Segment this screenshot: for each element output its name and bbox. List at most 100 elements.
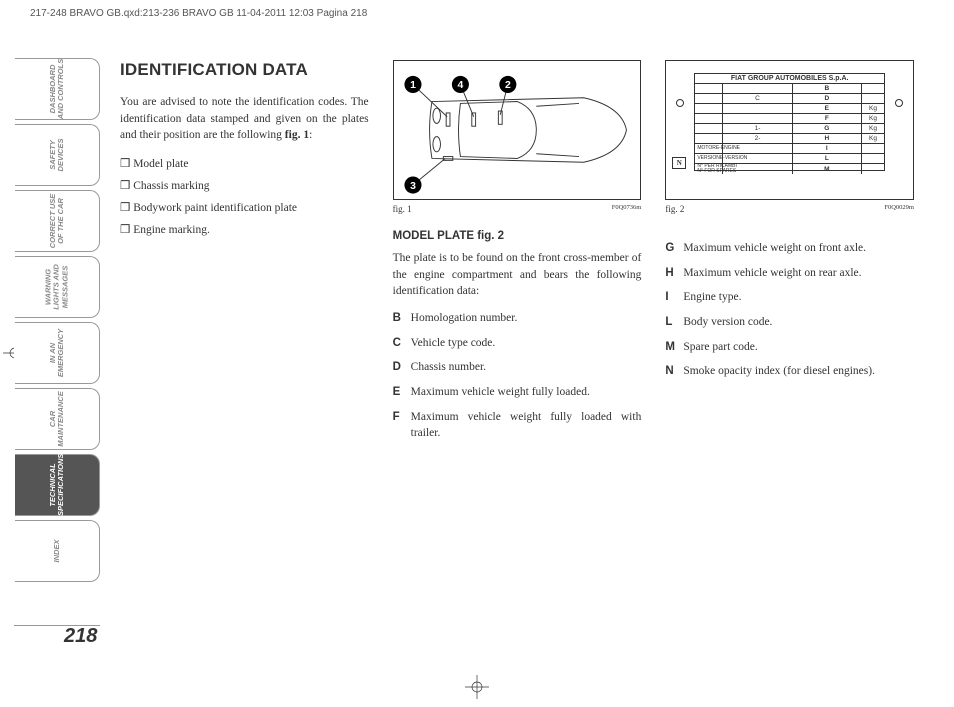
tab-label: WARNING LIGHTS AND MESSAGES [44,256,69,318]
definition-value: Maximum vehicle weight fully loaded with… [411,409,642,442]
plate-cell: 2- [723,134,792,144]
callout-1: 1 [410,80,416,91]
definition-key: G [665,240,683,257]
plate-cell [695,124,723,134]
plate-cell: C [723,94,792,104]
definition-row: LBody version code. [665,314,914,331]
definition-key: M [665,339,683,356]
file-header: 217-248 BRAVO GB.qxd:213-236 BRAVO GB 11… [30,8,367,19]
fig1-code: F0Q0736m [612,204,642,214]
plate-n-box: N [672,157,686,169]
plate-cell [723,164,792,174]
definition-row: HMaximum vehicle weight on rear axle. [665,265,914,282]
column-3: N FIAT GROUP AUTOMOBILES S.p.A. BCDEKgFK… [665,60,914,450]
plate-cell [695,84,723,94]
tab-label: INDEX [52,520,60,582]
callout-2: 2 [505,80,511,91]
model-plate-paragraph: The plate is to be found on the front cr… [393,250,642,300]
bullet-item: Bodywork paint identification plate [120,198,369,220]
definitions-col3: GMaximum vehicle weight on front axle.HM… [665,240,914,380]
definition-row: NSmoke opacity index (for diesel engines… [665,363,914,380]
plate-cell: G [793,124,862,134]
tab-label: CAR MAINTENANCE [48,388,65,450]
definition-row: GMaximum vehicle weight on front axle. [665,240,914,257]
plate-cell: L [793,154,862,164]
main-content: IDENTIFICATION DATA You are advised to n… [120,60,914,450]
fig2-caption: fig. 2 [665,204,684,214]
plate-cell: MOTORE-ENGINE [695,144,723,154]
page: 217-248 BRAVO GB.qxd:213-236 BRAVO GB 11… [0,0,954,706]
plate-cell [695,114,723,124]
definitions-col2: BHomologation number. CVehicle type code.… [393,310,642,442]
definition-value: Body version code. [683,314,914,331]
definition-key: L [665,314,683,331]
model-plate-diagram: FIAT GROUP AUTOMOBILES S.p.A. BCDEKgFKg1… [694,73,885,171]
plate-cell: M [793,164,862,174]
bullet-item: Chassis marking [120,176,369,198]
plate-cell: Kg [862,124,884,134]
definition-value: Chassis number. [411,359,642,376]
definition-key: B [393,310,411,327]
plate-cell: Kg [862,104,884,114]
tab-label: IN AN EMERGENCY [48,322,65,384]
section-tabs: DASHBOARD AND CONTROLS SAFETY DEVICES CORR… [14,58,100,586]
tab-label: DASHBOARD AND CONTROLS [48,58,65,120]
definition-row: CVehicle type code. [393,335,642,352]
tab-label: TECHNICAL SPECIFICATIONS [48,454,65,516]
definition-key: D [393,359,411,376]
plate-cell: B [793,84,862,94]
section-tab[interactable]: INDEX [14,520,100,582]
column-1: IDENTIFICATION DATA You are advised to n… [120,60,369,450]
column-2: 1 4 2 3 fig. 1 F0Q0736m MODEL PLATE fig.… [393,60,642,450]
page-number: 218 [64,625,97,648]
plate-cell [695,104,723,114]
plate-cell: D [793,94,862,104]
definition-value: Homologation number. [411,310,642,327]
plate-hole-icon [676,99,684,107]
plate-cell: F [793,114,862,124]
definition-row: BHomologation number. [393,310,642,327]
plate-cell: I [793,144,862,154]
bullet-item: Model plate [120,154,369,176]
definition-key: N [665,363,683,380]
definition-key: E [393,384,411,401]
callout-4: 4 [457,80,463,91]
bullet-item: Engine marking. [120,220,369,242]
definition-value: Engine type. [683,289,914,306]
section-tab[interactable]: TECHNICAL SPECIFICATIONS [14,454,100,516]
definition-value: Vehicle type code. [411,335,642,352]
section-tab[interactable]: CAR MAINTENANCE [14,388,100,450]
plate-cell [723,104,792,114]
section-tab[interactable]: SAFETY DEVICES [14,124,100,186]
plate-cell [862,154,884,164]
tab-label: SAFETY DEVICES [48,124,65,186]
plate-cell [695,134,723,144]
plate-cell: 1- [723,124,792,134]
definition-value: Spare part code. [683,339,914,356]
plate-cell [862,84,884,94]
plate-cell: N° PER RICAMBI N° FOR SPARES [695,164,723,174]
identification-list: Model plateChassis markingBodywork paint… [120,154,369,241]
plate-cell [862,164,884,174]
section-tab[interactable]: IN AN EMERGENCY [14,322,100,384]
plate-cell [862,144,884,154]
callout-3: 3 [410,181,416,192]
intro-paragraph: You are advised to note the identificati… [120,94,369,144]
definition-key: F [393,409,411,442]
plate-cell [723,144,792,154]
definition-key: I [665,289,683,306]
section-tab[interactable]: DASHBOARD AND CONTROLS [14,58,100,120]
plate-cell: H [793,134,862,144]
definition-key: H [665,265,683,282]
definition-row: IEngine type. [665,289,914,306]
definition-row: FMaximum vehicle weight fully loaded wit… [393,409,642,442]
tab-label: CORRECT USE OF THE CAR [48,190,65,252]
section-tab[interactable]: WARNING LIGHTS AND MESSAGES [14,256,100,318]
plate-hole-icon [895,99,903,107]
plate-cell [723,84,792,94]
figure-1: 1 4 2 3 [393,60,642,200]
definition-row: DChassis number. [393,359,642,376]
plate-cell [695,94,723,104]
definition-value: Maximum vehicle weight on rear axle. [683,265,914,282]
section-tab[interactable]: CORRECT USE OF THE CAR [14,190,100,252]
